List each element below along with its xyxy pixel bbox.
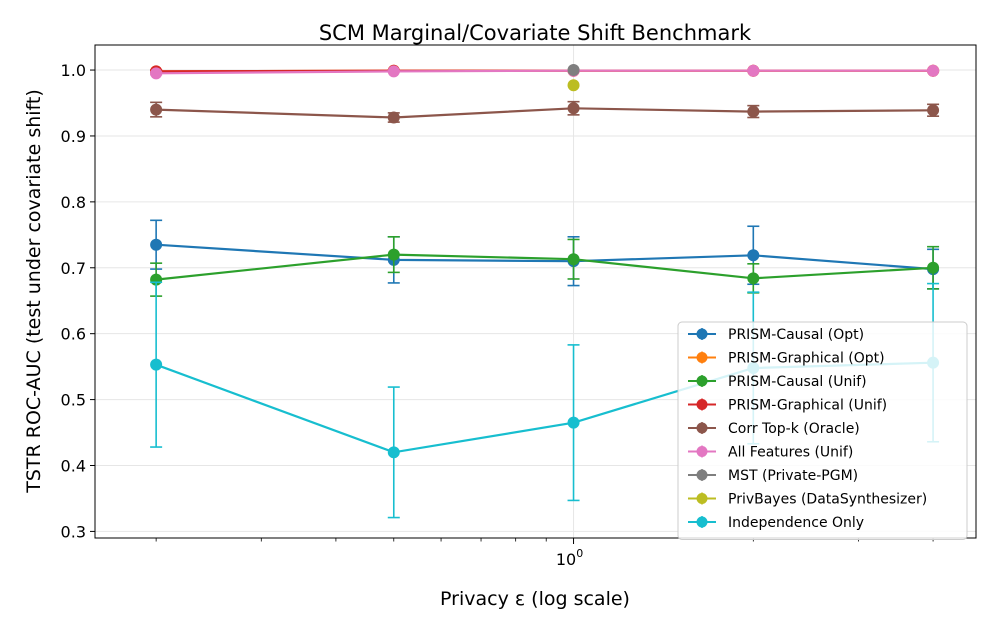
data-point: [567, 102, 580, 115]
legend-swatch-marker: [696, 446, 708, 457]
legend-box: [677, 321, 968, 540]
legend-label: PRISM-Graphical (Unif): [728, 398, 887, 414]
legend-entry: PrivBayes (DataSynthesizer): [688, 492, 927, 508]
y-tick-label: 0.3: [61, 522, 86, 541]
chart-title: SCM Marginal/Covariate Shift Benchmark: [319, 21, 752, 45]
legend-swatch-marker: [696, 328, 708, 340]
data-point: [567, 253, 580, 266]
legend-entry: PRISM-Graphical (Opt): [688, 351, 885, 367]
series-mst-private-pgm: [567, 64, 580, 77]
legend-entry: Independence Only: [688, 515, 864, 531]
data-point: [927, 261, 940, 274]
data-point: [150, 238, 163, 251]
legend-entry: PRISM-Causal (Unif): [688, 374, 867, 390]
data-point: [927, 64, 940, 77]
series-privbayes-datasynthesizer: [567, 79, 580, 92]
legend-label: Corr Top-k (Oracle): [728, 421, 860, 437]
data-point: [567, 64, 580, 77]
y-axis-label: TSTR ROC-AUC (test under covariate shift…: [23, 89, 45, 494]
series-prism-causal-unif: [150, 235, 940, 297]
legend-entry: MST (Private-PGM): [688, 468, 858, 484]
x-axis-label: Privacy ε (log scale): [440, 588, 630, 610]
data-point: [387, 111, 400, 124]
data-point: [387, 65, 400, 78]
legend-swatch-marker: [696, 493, 708, 504]
legend-swatch-marker: [696, 469, 708, 481]
legend-label: PrivBayes (DataSynthesizer): [728, 492, 927, 508]
data-point: [387, 446, 400, 459]
legend-label: MST (Private-PGM): [728, 468, 858, 484]
data-point: [747, 64, 760, 77]
legend-entry: Corr Top-k (Oracle): [688, 421, 860, 437]
y-tick-label: 0.9: [61, 127, 86, 146]
legend-entry: PRISM-Graphical (Unif): [688, 398, 887, 414]
y-tick-label: 0.5: [61, 391, 86, 410]
legend-swatch-marker: [696, 375, 708, 387]
data-point: [567, 416, 580, 429]
data-point: [150, 358, 163, 371]
legend-swatch-marker: [696, 399, 708, 410]
y-tick-label: 0.8: [61, 193, 86, 212]
data-point: [567, 79, 580, 92]
legend-swatch-marker: [696, 352, 708, 363]
legend-swatch-marker: [696, 516, 708, 528]
y-tick-label: 0.7: [61, 259, 86, 278]
legend-label: PRISM-Graphical (Opt): [728, 351, 885, 367]
data-point: [150, 67, 163, 80]
data-point: [747, 249, 760, 262]
legend-label: PRISM-Causal (Opt): [728, 327, 864, 343]
y-tick-label: 0.4: [61, 457, 86, 476]
legend-swatch-marker: [696, 422, 708, 434]
data-point: [150, 103, 163, 116]
legend-entry: PRISM-Causal (Opt): [688, 327, 864, 343]
legend-entry: All Features (Unif): [688, 445, 853, 461]
grid: [95, 45, 976, 538]
data-point: [387, 248, 400, 261]
y-tick-label: 1.0: [61, 61, 86, 80]
plot-frame: [94, 44, 977, 539]
legend-label: All Features (Unif): [728, 445, 853, 461]
data-point: [747, 272, 760, 285]
series-corr-top-k-oracle: [150, 100, 940, 124]
data-point: [747, 105, 760, 118]
legend-label: Independence Only: [728, 515, 864, 531]
legend-label: PRISM-Causal (Unif): [728, 374, 867, 390]
legend: PRISM-Causal (Opt) PRISM-Graphical (Opt) P…: [677, 321, 968, 540]
y-tick-label: 0.6: [61, 325, 86, 344]
data-point: [927, 104, 940, 117]
